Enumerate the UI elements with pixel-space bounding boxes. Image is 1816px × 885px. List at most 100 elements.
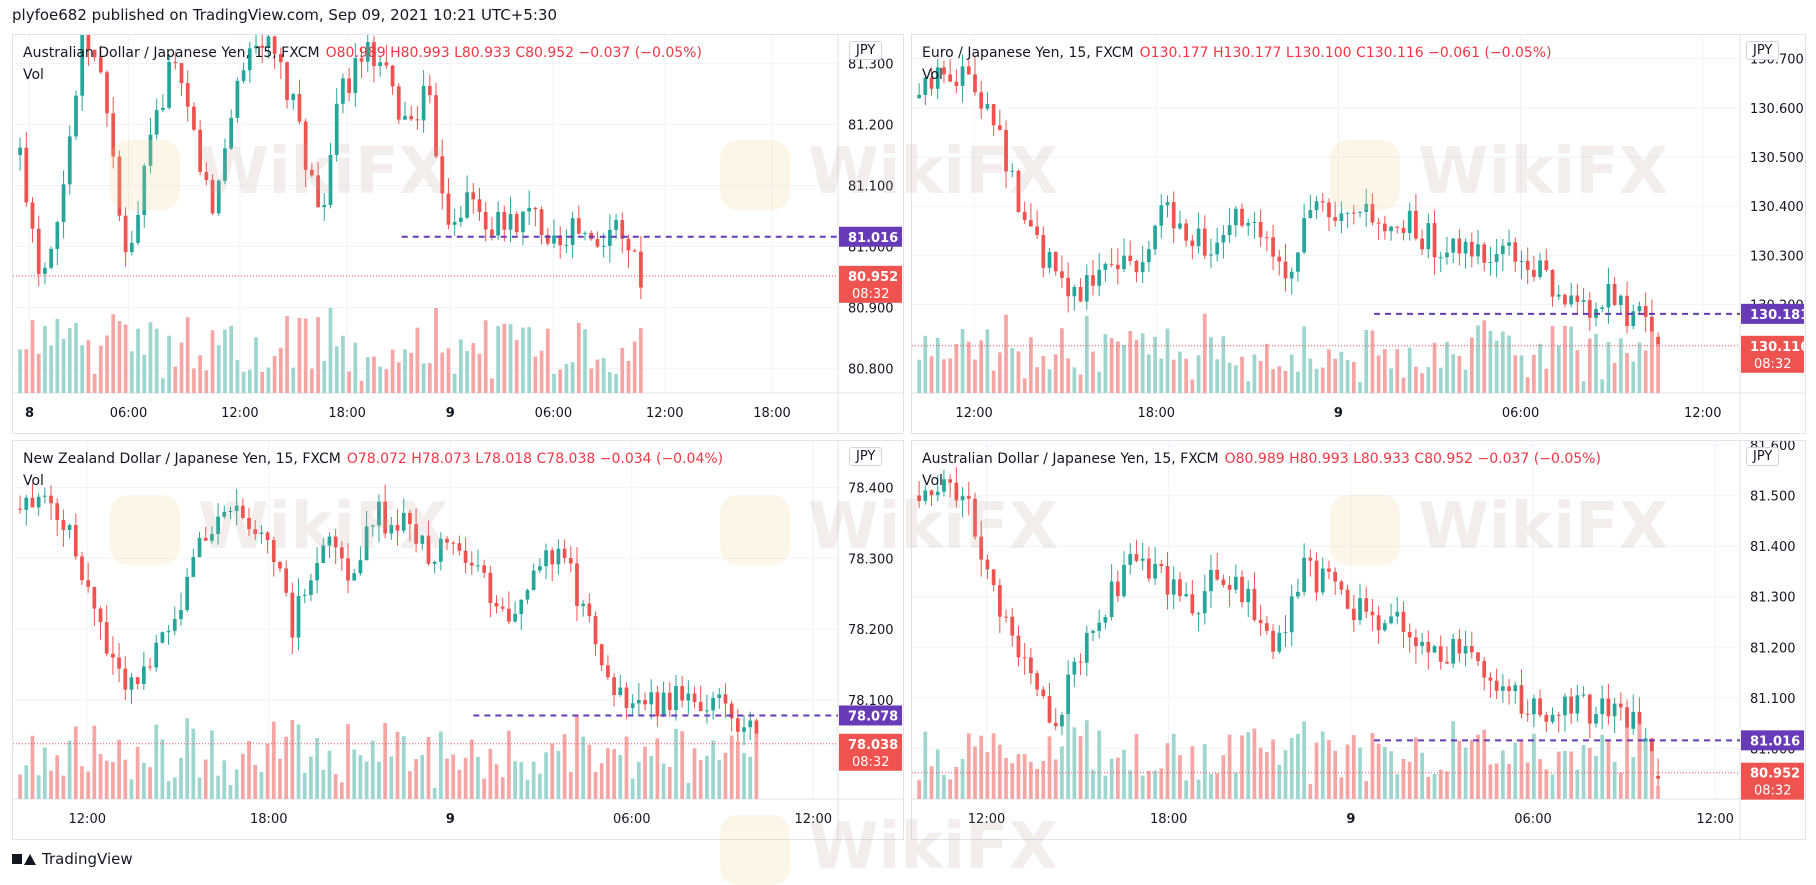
volume-bar bbox=[86, 340, 91, 393]
volume-bar bbox=[92, 725, 97, 799]
candle-body bbox=[482, 565, 487, 573]
current-price-tag bbox=[839, 265, 902, 303]
volume-bar bbox=[607, 372, 612, 393]
candle-body bbox=[1401, 611, 1406, 632]
volume-bar bbox=[482, 778, 487, 799]
currency-badge[interactable]: JPY bbox=[849, 447, 883, 466]
volume-bar bbox=[457, 769, 462, 799]
volume-bar bbox=[384, 369, 389, 393]
candle-body bbox=[465, 192, 469, 218]
ohlc-change: −0.061 (−0.05%) bbox=[1428, 45, 1552, 61]
candle-body bbox=[1482, 661, 1487, 678]
candle-body bbox=[1432, 646, 1437, 653]
chart-legend: Australian Dollar / Japanese Yen, 15, FX… bbox=[23, 45, 702, 61]
candle-body bbox=[1233, 576, 1238, 590]
candle-body bbox=[223, 148, 227, 181]
candle-body bbox=[229, 117, 234, 149]
volume-bar bbox=[1507, 763, 1511, 799]
volume-bar bbox=[204, 370, 209, 393]
volume-bar bbox=[1252, 728, 1257, 799]
candle-body bbox=[507, 608, 511, 622]
volume-bar bbox=[979, 735, 984, 799]
volume-bar bbox=[599, 763, 604, 799]
volume-bar bbox=[1606, 342, 1611, 393]
volume-bar bbox=[1556, 751, 1561, 799]
volume-bar bbox=[1631, 361, 1636, 393]
volume-bar bbox=[1078, 736, 1083, 799]
candle-body bbox=[1053, 252, 1058, 272]
volume-bar bbox=[643, 746, 647, 799]
candle-body bbox=[1227, 584, 1232, 590]
candle-body bbox=[1296, 252, 1300, 272]
chart-panel-audjpy-2[interactable]: 81.60081.50081.40081.30081.20081.10081.0… bbox=[911, 440, 1806, 840]
candle-body bbox=[1618, 703, 1623, 708]
volume-bar bbox=[1109, 338, 1114, 393]
volume-bar bbox=[1426, 776, 1431, 799]
candle-body bbox=[960, 496, 965, 501]
volume-bar bbox=[1196, 355, 1201, 393]
chart-svg: 81.60081.50081.40081.30081.20081.10081.0… bbox=[912, 441, 1805, 839]
volume-bar bbox=[923, 335, 928, 393]
candle-body bbox=[539, 209, 544, 236]
candle-body bbox=[421, 85, 426, 121]
volume-bar bbox=[1091, 351, 1095, 393]
candle-body bbox=[1494, 253, 1499, 262]
volume-bar bbox=[935, 749, 940, 799]
volume-bar bbox=[1327, 740, 1331, 799]
candle-body bbox=[1457, 638, 1462, 654]
volume-bar bbox=[316, 317, 320, 393]
volume-bar bbox=[173, 366, 178, 393]
volume-bar bbox=[1202, 744, 1207, 799]
candle-body bbox=[1382, 223, 1387, 232]
volume-bar bbox=[507, 730, 511, 799]
candle-body bbox=[1451, 238, 1456, 253]
candle-body bbox=[1128, 255, 1133, 261]
currency-badge[interactable]: JPY bbox=[1746, 41, 1780, 60]
volume-bar bbox=[1184, 780, 1188, 799]
volume-bar bbox=[216, 345, 221, 393]
candle-body bbox=[1091, 275, 1095, 286]
volume-bar bbox=[1445, 341, 1449, 393]
currency-badge[interactable]: JPY bbox=[849, 41, 883, 60]
candle-body bbox=[253, 529, 258, 534]
volume-bar bbox=[1302, 721, 1306, 799]
candle-body bbox=[1134, 554, 1139, 561]
candle-body bbox=[1575, 295, 1580, 302]
time-tick-label: 12:00 bbox=[968, 812, 1005, 827]
volume-bar bbox=[1432, 773, 1437, 799]
tradingview-logo-icon bbox=[12, 852, 36, 866]
chart-panel-nzdjpy[interactable]: 78.400 78.300 78.200 78.100 12:00 18:00 9 06:00… bbox=[12, 440, 904, 840]
price-ticks: 81.60081.50081.40081.30081.20081.10081.0… bbox=[1750, 441, 1796, 757]
candle-body bbox=[626, 238, 631, 251]
volume-bar bbox=[1650, 751, 1654, 799]
volume-bar bbox=[1010, 348, 1015, 393]
volume-bar bbox=[942, 774, 946, 799]
candle-body bbox=[259, 532, 264, 534]
candle-body bbox=[570, 218, 575, 245]
candle-body bbox=[302, 594, 307, 596]
volume-bar bbox=[185, 718, 190, 799]
candle-body bbox=[537, 566, 542, 571]
chart-panel-eurjpy[interactable]: 130.700130.600130.500130.400130.300130.2… bbox=[911, 34, 1806, 434]
candle-body bbox=[1134, 260, 1139, 273]
time-tick-label: 18:00 bbox=[250, 812, 287, 827]
grid bbox=[912, 441, 1740, 799]
publish-header: plyfoe682 published on TradingView.com, … bbox=[12, 6, 558, 24]
volume-bars bbox=[18, 308, 643, 393]
volume-bar bbox=[353, 342, 358, 393]
volume-bar bbox=[166, 781, 171, 799]
candle-body bbox=[705, 710, 709, 712]
volume-bar bbox=[333, 774, 338, 799]
candle-body bbox=[1246, 222, 1251, 226]
volume-bar bbox=[105, 335, 109, 393]
candle-body bbox=[639, 251, 643, 288]
candle-body bbox=[508, 213, 513, 230]
tradingview-brand[interactable]: TradingView bbox=[12, 850, 133, 868]
candle-body bbox=[1414, 637, 1418, 647]
volume-bar bbox=[1084, 315, 1089, 393]
chart-panel-audjpy-1[interactable]: 81.300 81.200 81.100 81.000 80.900 80.800 8 06:… bbox=[12, 34, 904, 434]
currency-badge[interactable]: JPY bbox=[1746, 447, 1780, 466]
volume-bar bbox=[24, 765, 29, 799]
candle-body bbox=[1345, 589, 1350, 609]
candle-body bbox=[624, 687, 629, 708]
